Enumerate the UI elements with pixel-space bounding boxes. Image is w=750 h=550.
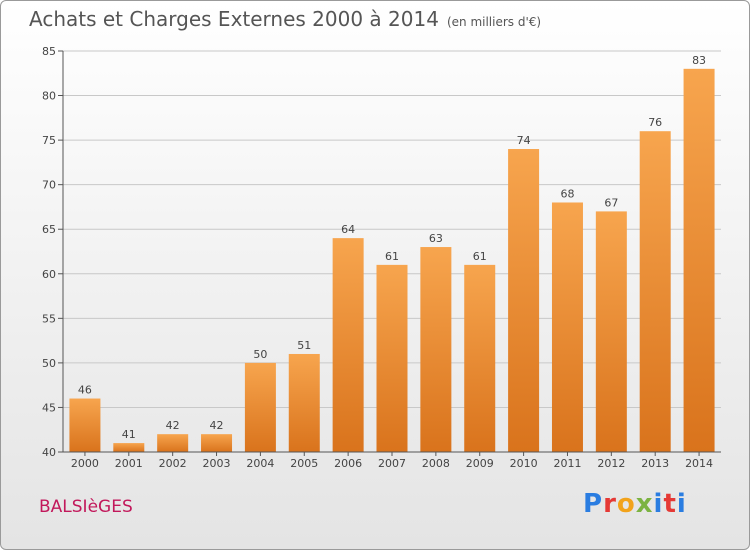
y-tick-label: 50 — [42, 357, 56, 370]
y-tick-label: 60 — [42, 268, 56, 281]
bar-value-label: 67 — [604, 196, 618, 209]
bar-value-label: 51 — [297, 339, 311, 352]
chart-title: Achats et Charges Externes 2000 à 2014 (e… — [29, 7, 541, 31]
x-tick-label: 2013 — [641, 457, 669, 470]
bar — [508, 149, 540, 452]
bar — [113, 443, 145, 452]
x-tick-label: 2002 — [159, 457, 187, 470]
bar-value-label: 46 — [78, 384, 92, 397]
bar-value-label: 83 — [692, 54, 706, 67]
bar-value-label: 63 — [429, 232, 443, 245]
logo-letter: x — [635, 489, 654, 519]
bar — [201, 434, 233, 452]
bar — [639, 131, 671, 452]
bar-value-label: 50 — [253, 348, 267, 361]
proxiti-logo: Proxiti — [583, 489, 687, 519]
bar-value-label: 41 — [122, 428, 136, 441]
x-tick-label: 2000 — [71, 457, 99, 470]
bar-value-label: 61 — [473, 250, 487, 263]
x-tick-label: 2012 — [597, 457, 625, 470]
logo-letter: i — [676, 489, 687, 519]
logo-letter: P — [583, 489, 604, 519]
x-tick-label: 2004 — [246, 457, 274, 470]
bar — [288, 353, 320, 452]
bar — [157, 434, 189, 452]
x-tick-label: 2007 — [378, 457, 406, 470]
x-tick-label: 2006 — [334, 457, 362, 470]
x-tick-label: 2005 — [290, 457, 318, 470]
bar — [376, 264, 408, 452]
y-tick-label: 65 — [42, 223, 56, 236]
y-tick-label: 80 — [42, 90, 56, 103]
bar — [69, 398, 101, 452]
bar — [332, 238, 364, 452]
y-tick-label: 55 — [42, 312, 56, 325]
bar-value-label: 76 — [648, 116, 662, 129]
bar — [683, 68, 715, 453]
y-tick-label: 75 — [42, 134, 56, 147]
x-tick-label: 2010 — [510, 457, 538, 470]
chart-subtitle: (en milliers d'€) — [446, 15, 542, 29]
x-tick-label: 2001 — [115, 457, 143, 470]
x-tick-label: 2011 — [553, 457, 581, 470]
title-text: Achats et Charges Externes 2000 à 2014 — [29, 7, 439, 31]
bar — [464, 264, 496, 452]
logo-letter: i — [653, 489, 664, 519]
bar-value-label: 42 — [210, 419, 224, 432]
bar-value-label: 74 — [517, 134, 531, 147]
logo-letter: t — [663, 489, 677, 519]
bar-value-label: 61 — [385, 250, 399, 263]
bars: 46 41 42 42 50 51 64 61 63 61 74 68 67 76 83 — [69, 54, 715, 453]
bar — [595, 211, 627, 452]
bar-value-label: 68 — [560, 187, 574, 200]
y-tick-label: 70 — [42, 179, 56, 192]
logo-letter: r — [603, 489, 617, 519]
y-tick-label: 45 — [42, 401, 56, 414]
x-tick-label: 2014 — [685, 457, 713, 470]
bar-value-label: 64 — [341, 223, 355, 236]
bar-value-label: 42 — [166, 419, 180, 432]
y-tick-label: 85 — [42, 45, 56, 58]
x-tick-label: 2003 — [203, 457, 231, 470]
x-tick-label: 2009 — [466, 457, 494, 470]
city-name: BALSIèGES — [39, 497, 133, 517]
bar — [551, 202, 583, 452]
logo-letter: o — [616, 489, 636, 519]
x-tick-label: 2008 — [422, 457, 450, 470]
y-tick-label: 40 — [42, 446, 56, 459]
bar — [244, 362, 276, 452]
bar — [420, 247, 452, 452]
axes: 40 45 50 55 60 65 70 75 80 85 2000 2001 2002 2003 2004… — [42, 45, 721, 470]
